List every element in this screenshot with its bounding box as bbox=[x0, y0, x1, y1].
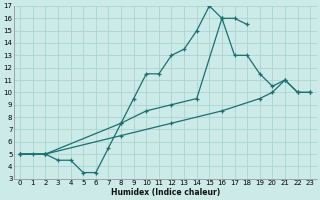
X-axis label: Humidex (Indice chaleur): Humidex (Indice chaleur) bbox=[111, 188, 220, 197]
